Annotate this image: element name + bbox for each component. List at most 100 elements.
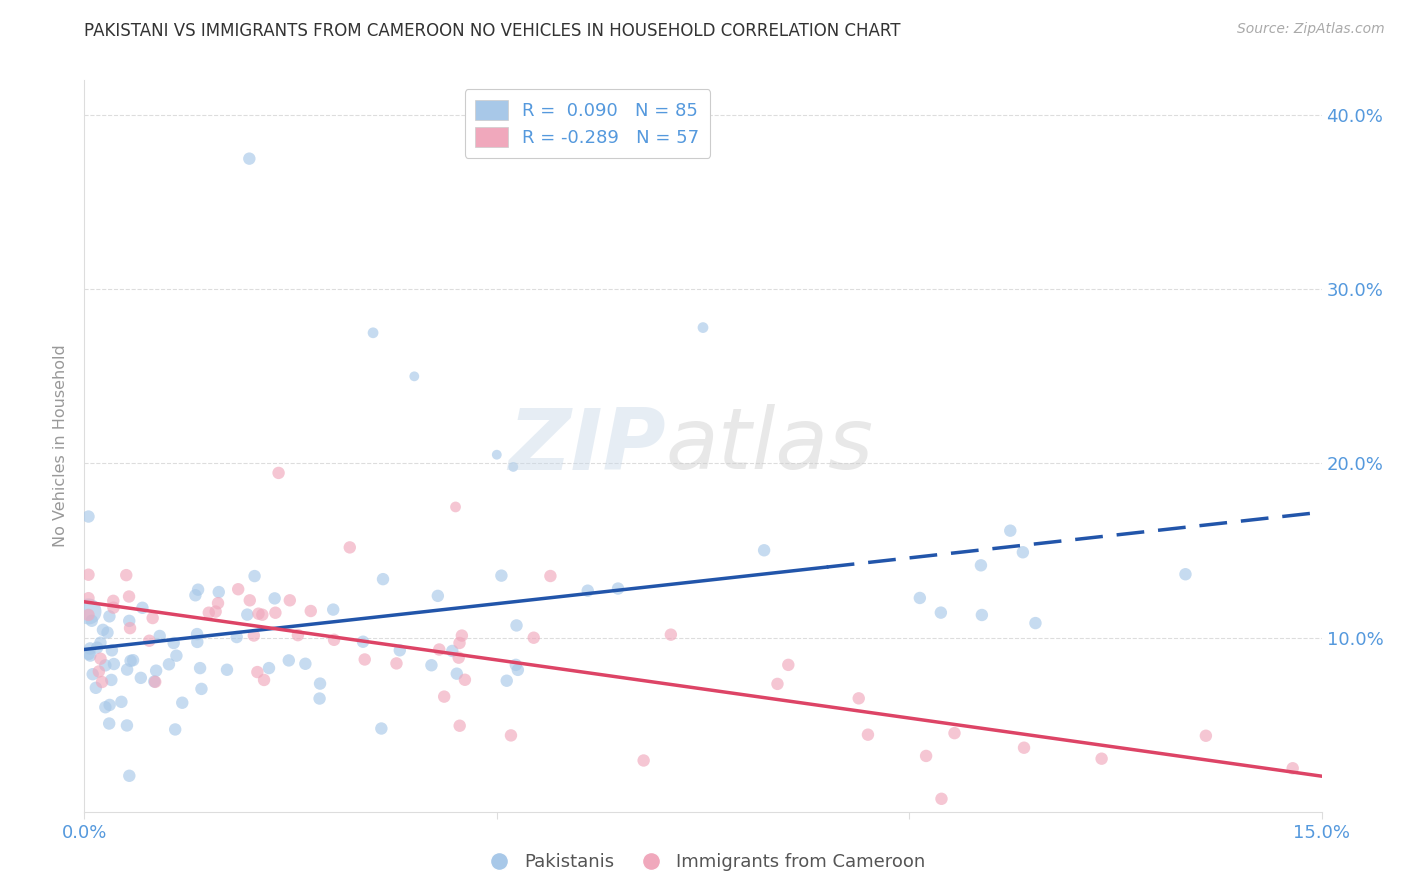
Point [243,628,266,642]
Point [103,657,125,671]
Point [207,596,229,610]
Point [91,675,114,690]
Point [752,543,775,558]
Point [361,326,384,340]
Point [143,674,166,689]
Point [323,632,346,647]
Point [89,636,111,650]
Point [79,648,101,663]
Point [80,614,103,628]
Point [142,611,165,625]
Point [77,607,100,622]
Point [225,630,247,644]
Point [502,459,524,474]
Point [186,635,208,649]
Point [766,677,789,691]
Point [446,666,468,681]
Point [186,627,208,641]
Point [96,625,118,640]
Point [110,695,132,709]
Y-axis label: No Vehicles in Household: No Vehicles in Household [53,344,69,548]
Point [309,676,332,690]
Point [118,614,141,628]
Point [236,607,259,622]
Point [433,690,456,704]
Point [1195,729,1218,743]
Point [145,664,167,678]
Point [239,593,262,607]
Point [1091,752,1114,766]
Point [98,716,121,731]
Point [929,606,952,620]
Point [1012,740,1035,755]
Point [208,585,231,599]
Point [506,663,529,677]
Point [848,691,870,706]
Point [118,621,141,635]
Point [143,674,166,689]
Point [1000,524,1022,538]
Point [163,636,186,650]
Point [450,629,472,643]
Point [263,591,285,606]
Point [89,651,111,665]
Point [84,681,107,695]
Point [505,657,527,672]
Point [970,558,993,573]
Point [322,602,344,616]
Point [385,657,408,671]
Point [404,369,426,384]
Point [118,769,141,783]
Point [253,673,276,687]
Point [420,658,443,673]
Point [149,629,172,643]
Point [77,591,100,606]
Point [246,665,269,679]
Point [247,607,270,621]
Point [970,607,993,622]
Point [87,665,110,679]
Point [1011,545,1033,559]
Point [523,631,546,645]
Point [252,607,274,622]
Point [115,718,138,732]
Point [187,582,209,597]
Point [426,589,449,603]
Point [165,723,187,737]
Point [287,628,309,642]
Point [444,500,467,514]
Point [198,606,221,620]
Point [576,583,599,598]
Point [339,541,361,555]
Point [257,661,280,675]
Point [204,605,226,619]
Point [82,667,104,681]
Point [94,700,117,714]
Point [277,653,299,667]
Point [607,582,630,596]
Legend: R =  0.090   N = 85, R = -0.289   N = 57: R = 0.090 N = 85, R = -0.289 N = 57 [464,89,710,158]
Point [264,606,287,620]
Legend: Pakistanis, Immigrants from Cameroon: Pakistanis, Immigrants from Cameroon [474,847,932,879]
Point [449,636,471,650]
Point [495,673,517,688]
Point [278,593,301,607]
Point [370,722,392,736]
Point [101,643,124,657]
Text: atlas: atlas [666,404,875,488]
Text: Source: ZipAtlas.com: Source: ZipAtlas.com [1237,22,1385,37]
Point [1281,761,1303,775]
Point [778,657,800,672]
Point [352,634,374,648]
Point [353,652,375,666]
Point [454,673,477,687]
Point [226,582,249,597]
Point [115,663,138,677]
Point [447,650,470,665]
Text: ZIP: ZIP [508,404,666,488]
Point [77,567,100,582]
Point [86,640,108,655]
Point [91,623,114,637]
Point [915,748,938,763]
Point [115,568,138,582]
